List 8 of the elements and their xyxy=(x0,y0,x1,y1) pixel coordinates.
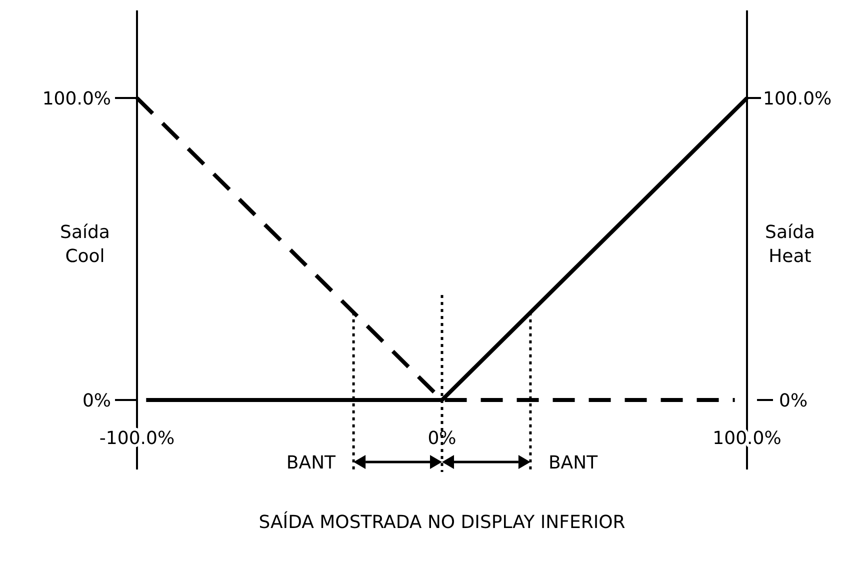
y2-tick-label: 0% xyxy=(779,390,808,412)
y-axis-title: Saída Cool xyxy=(60,222,110,267)
y2-tick-label: 100.0% xyxy=(763,88,832,110)
ref-line-label: BANT xyxy=(548,452,599,474)
ref-line-label: BANT xyxy=(286,452,337,474)
x-tick-label: 0% xyxy=(428,428,456,449)
y2-axis-title: Saída Heat xyxy=(765,222,815,267)
x-axis-title: SAÍDA MOSTRADA NO DISPLAY INFERIOR xyxy=(258,511,626,533)
